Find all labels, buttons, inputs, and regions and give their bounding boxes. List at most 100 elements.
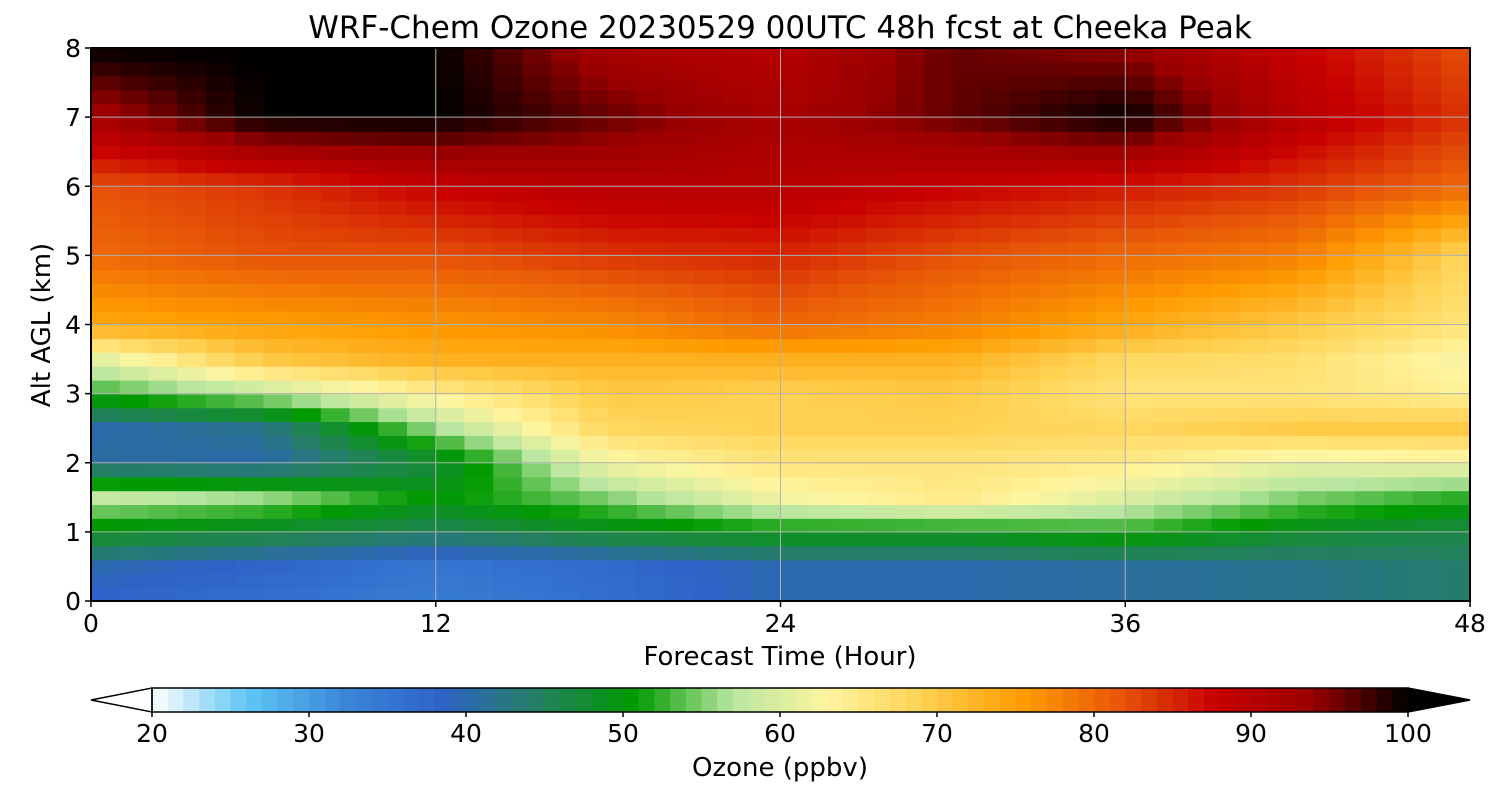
colorbar-label: Ozone (ppbv) [692, 753, 868, 783]
heatmap-cell [1125, 158, 1155, 174]
heatmap-cell [493, 448, 523, 464]
heatmap-cell [837, 283, 868, 298]
heatmap-cell [1441, 559, 1470, 575]
heatmap-cell [780, 158, 811, 174]
heatmap-cell [1297, 393, 1328, 409]
heatmap-cell [866, 352, 897, 367]
heatmap-cell [205, 393, 236, 409]
heatmap-cell [866, 490, 897, 506]
heatmap-cell [723, 559, 753, 575]
heatmap-cell [751, 227, 782, 243]
heatmap-cell [177, 255, 207, 270]
heatmap-cell [694, 421, 724, 436]
heatmap-cell [1096, 213, 1127, 229]
heatmap-cell [751, 75, 782, 91]
colorbar-segment [999, 688, 1017, 712]
heatmap-cell [407, 296, 437, 312]
heatmap-cell [1412, 144, 1443, 160]
heatmap-cell [1355, 172, 1385, 188]
heatmap-cell [550, 587, 581, 601]
heatmap-cell [924, 158, 954, 174]
colorbar-segment [795, 688, 812, 712]
heatmap-cell [91, 490, 121, 506]
heatmap-cell [579, 310, 609, 326]
colorbar-segment [952, 688, 969, 712]
heatmap-cell [1153, 435, 1184, 450]
heatmap-cell [205, 241, 236, 257]
heatmap-cell [809, 89, 839, 105]
colorbar-segment [1094, 688, 1111, 712]
heatmap-cell [119, 379, 150, 395]
heatmap-cell [521, 545, 552, 561]
heatmap-cell [1125, 573, 1155, 588]
heatmap-cell [1067, 490, 1098, 506]
heatmap-cell [636, 255, 667, 270]
heatmap-cell [292, 48, 322, 63]
heatmap-cell [320, 573, 351, 588]
heatmap-cell [1412, 269, 1443, 284]
heatmap-cell [1211, 89, 1241, 105]
heatmap-cell [1153, 421, 1184, 436]
heatmap-cell [378, 269, 408, 284]
heatmap-cell [981, 462, 1012, 478]
heatmap-cell [91, 518, 121, 533]
heatmap-cell [1297, 407, 1328, 423]
heatmap-cell [1240, 448, 1270, 464]
heatmap-cell [1153, 531, 1184, 547]
heatmap-cell [1412, 213, 1443, 229]
heatmap-cell [1096, 324, 1127, 340]
heatmap-cell [521, 531, 552, 547]
heatmap-cell [1355, 545, 1385, 561]
heatmap-cell [320, 75, 351, 91]
heatmap-cell [1383, 545, 1414, 561]
heatmap-cell [837, 448, 868, 464]
heatmap-cell [148, 476, 178, 492]
heatmap-cell [148, 283, 178, 298]
heatmap-cell [751, 490, 782, 506]
heatmap-cell [780, 324, 811, 340]
heatmap-cell [1297, 48, 1328, 63]
heatmap-cell [292, 200, 322, 215]
heatmap-cell [924, 559, 954, 575]
heatmap-cell [924, 310, 954, 326]
heatmap-cell [636, 227, 667, 243]
heatmap-cell [895, 407, 925, 423]
heatmap-cell [608, 283, 638, 298]
heatmap-cell [809, 462, 839, 478]
heatmap-cell [751, 296, 782, 312]
heatmap-cell [1125, 462, 1155, 478]
heatmap-cell [91, 393, 121, 409]
heatmap-cell [205, 545, 236, 561]
heatmap-cell [1067, 200, 1098, 215]
heatmap-cell [435, 531, 466, 547]
heatmap-cell [320, 269, 351, 284]
heatmap-cell [1096, 241, 1127, 257]
heatmap-cell [1010, 365, 1040, 381]
heatmap-cell [435, 172, 466, 188]
heatmap-cell [866, 144, 897, 160]
heatmap-cell [1153, 117, 1184, 132]
heatmap-cell [1268, 227, 1299, 243]
heatmap-cell [1211, 476, 1241, 492]
heatmap-cell [1125, 200, 1155, 215]
heatmap-cell [924, 172, 954, 188]
heatmap-cell [1067, 172, 1098, 188]
heatmap-cell [435, 393, 466, 409]
heatmap-cell [1412, 61, 1443, 77]
heatmap-cell [1211, 352, 1241, 367]
heatmap-cell [952, 48, 983, 63]
heatmap-cell [636, 61, 667, 77]
heatmap-cell [1268, 213, 1299, 229]
heatmap-cell [1211, 435, 1241, 450]
heatmap-cell [952, 587, 983, 601]
heatmap-cell [378, 462, 408, 478]
heatmap-cell [924, 587, 954, 601]
heatmap-cell [1153, 103, 1184, 118]
heatmap-cell [952, 310, 983, 326]
heatmap-cell [837, 518, 868, 533]
heatmap-cell [1412, 75, 1443, 91]
heatmap-cell [1096, 559, 1127, 575]
heatmap-cell [1268, 462, 1299, 478]
heatmap-cell [378, 89, 408, 105]
heatmap-cell [1153, 448, 1184, 464]
